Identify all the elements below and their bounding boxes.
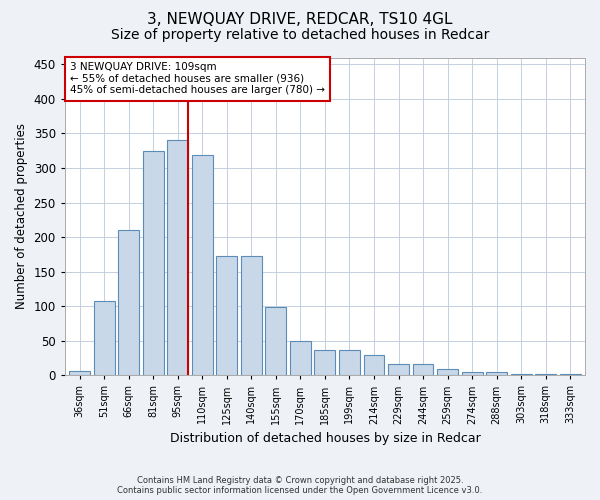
Bar	[462, 372, 482, 376]
Bar	[560, 374, 581, 376]
Bar	[143, 151, 164, 376]
Bar	[217, 256, 237, 376]
Bar	[339, 350, 360, 376]
Bar	[94, 302, 115, 376]
Text: Size of property relative to detached houses in Redcar: Size of property relative to detached ho…	[111, 28, 489, 42]
Bar	[486, 372, 507, 376]
Bar	[388, 364, 409, 376]
Bar	[511, 374, 532, 376]
Bar	[413, 364, 433, 376]
Bar	[241, 256, 262, 376]
Bar	[192, 155, 212, 376]
Bar	[265, 307, 286, 376]
Text: 3, NEWQUAY DRIVE, REDCAR, TS10 4GL: 3, NEWQUAY DRIVE, REDCAR, TS10 4GL	[147, 12, 453, 28]
Text: 3 NEWQUAY DRIVE: 109sqm
← 55% of detached houses are smaller (936)
45% of semi-d: 3 NEWQUAY DRIVE: 109sqm ← 55% of detache…	[70, 62, 325, 96]
Bar	[118, 230, 139, 376]
Y-axis label: Number of detached properties: Number of detached properties	[15, 124, 28, 310]
Bar	[290, 340, 311, 376]
Bar	[167, 140, 188, 376]
X-axis label: Distribution of detached houses by size in Redcar: Distribution of detached houses by size …	[170, 432, 480, 445]
Bar	[364, 354, 385, 376]
Bar	[314, 350, 335, 376]
Text: Contains HM Land Registry data © Crown copyright and database right 2025.
Contai: Contains HM Land Registry data © Crown c…	[118, 476, 482, 495]
Bar	[437, 369, 458, 376]
Bar	[535, 374, 556, 376]
Bar	[69, 371, 90, 376]
